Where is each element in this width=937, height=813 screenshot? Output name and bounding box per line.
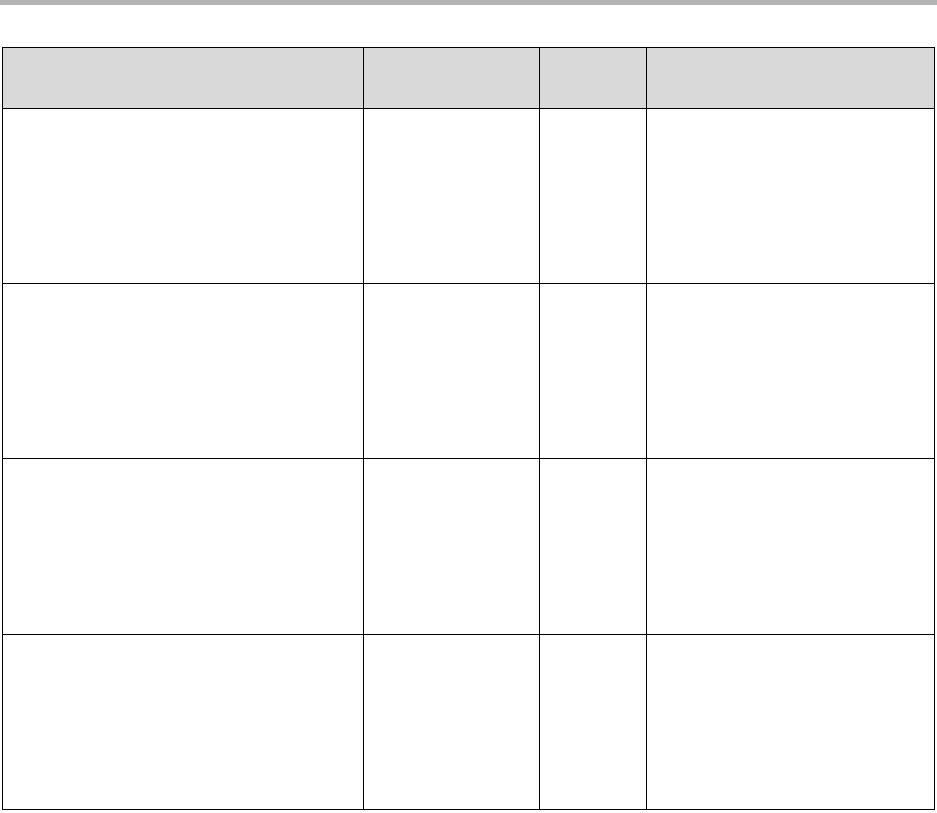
table <box>2 47 935 810</box>
table-border <box>2 47 935 810</box>
top-rule <box>0 0 937 5</box>
header-row <box>2 47 935 109</box>
